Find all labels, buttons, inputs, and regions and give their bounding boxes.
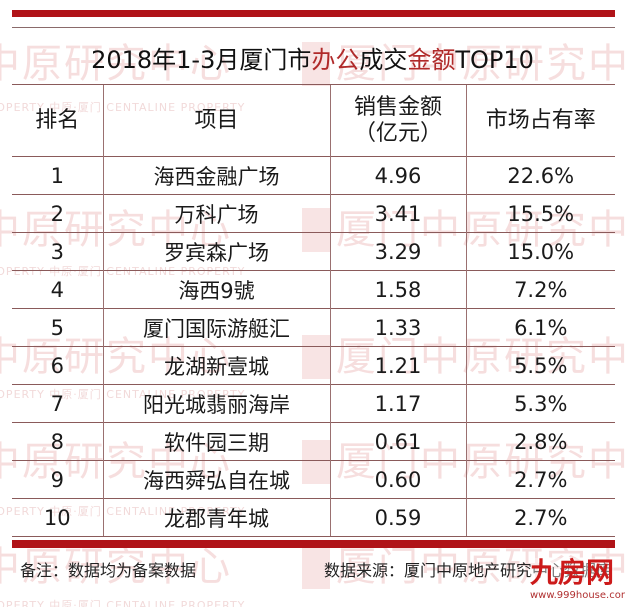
cell-project: 海西金融广场 bbox=[102, 156, 330, 195]
cell-share: 15.0% bbox=[465, 232, 615, 271]
table-row: 6 龙湖新壹城 1.21 5.5% bbox=[12, 346, 615, 385]
title-text: TOP10 bbox=[455, 46, 534, 74]
cell-sales: 0.60 bbox=[329, 460, 466, 499]
cell-sales: 0.61 bbox=[329, 422, 466, 461]
cell-project: 罗宾森广场 bbox=[102, 232, 330, 271]
cell-share: 22.6% bbox=[465, 156, 615, 195]
cell-share: 6.1% bbox=[465, 308, 615, 347]
title-highlight: 办公 bbox=[311, 46, 360, 74]
chart-title: 2018年1-3月厦门市办公成交金额TOP10 bbox=[0, 40, 625, 75]
cell-share: 2.7% bbox=[465, 460, 615, 499]
cell-rank: 2 bbox=[12, 194, 103, 233]
table-row: 8 软件园三期 0.61 2.8% bbox=[12, 422, 615, 461]
cell-share: 2.8% bbox=[465, 422, 615, 461]
table-row: 7 阳光城翡丽海岸 1.17 5.3% bbox=[12, 384, 615, 423]
cell-project: 龙郡青年城 bbox=[102, 498, 330, 537]
cell-rank: 5 bbox=[12, 308, 103, 347]
table-row: 5 厦门国际游艇汇 1.33 6.1% bbox=[12, 308, 615, 347]
table-row: 4 海西9號 1.58 7.2% bbox=[12, 270, 615, 309]
cell-project: 海西9號 bbox=[102, 270, 330, 309]
cell-share: 2.7% bbox=[465, 498, 615, 537]
logo-url: www.999house.com bbox=[530, 590, 625, 601]
cell-project: 软件园三期 bbox=[102, 422, 330, 461]
table-row: 10 龙郡青年城 0.59 2.7% bbox=[12, 498, 615, 537]
cell-sales: 3.29 bbox=[329, 232, 466, 271]
cell-project: 万科广场 bbox=[102, 194, 330, 233]
cell-project: 龙湖新壹城 bbox=[102, 346, 330, 385]
header-sales-label: 销售金额 bbox=[353, 94, 442, 120]
cell-rank: 7 bbox=[12, 384, 103, 423]
table-row: 2 万科广场 3.41 15.5% bbox=[12, 194, 615, 233]
table-header-row: 排名 项目 销售金额 （亿元） 市场占有率 bbox=[12, 84, 615, 157]
cell-share: 5.5% bbox=[465, 346, 615, 385]
table-row: 3 罗宾森广场 3.29 15.0% bbox=[12, 232, 615, 271]
cell-rank: 4 bbox=[12, 270, 103, 309]
cell-rank: 10 bbox=[12, 498, 103, 537]
cell-share: 7.2% bbox=[465, 270, 615, 309]
cell-sales: 1.21 bbox=[329, 346, 466, 385]
logo-text: 九房网 bbox=[530, 556, 615, 589]
top-accent-bar bbox=[12, 10, 615, 17]
cell-project: 阳光城翡丽海岸 bbox=[102, 384, 330, 423]
bottom-accent-bar bbox=[12, 540, 615, 548]
header-share: 市场占有率 bbox=[465, 84, 615, 157]
table-row: 1 海西金融广场 4.96 22.6% bbox=[12, 156, 615, 195]
cell-project: 海西舜弘自在城 bbox=[102, 460, 330, 499]
cell-rank: 1 bbox=[12, 156, 103, 195]
cell-share: 5.3% bbox=[465, 384, 615, 423]
header-rank: 排名 bbox=[12, 84, 103, 157]
cell-rank: 9 bbox=[12, 460, 103, 499]
cell-rank: 8 bbox=[12, 422, 103, 461]
table-row: 9 海西舜弘自在城 0.60 2.7% bbox=[12, 460, 615, 499]
cell-rank: 6 bbox=[12, 346, 103, 385]
header-project: 项目 bbox=[102, 84, 330, 157]
title-highlight: 金额 bbox=[407, 46, 456, 74]
header-sales: 销售金额 （亿元） bbox=[329, 84, 466, 157]
site-logo: 九房网 www.999house.com bbox=[530, 558, 625, 606]
title-text: 成交 bbox=[359, 46, 408, 74]
header-sales-unit: （亿元） bbox=[353, 120, 442, 146]
cell-sales: 1.58 bbox=[329, 270, 466, 309]
cell-sales: 3.41 bbox=[329, 194, 466, 233]
title-text: 2018年1-3月厦门市 bbox=[91, 46, 312, 74]
footer-note: 备注：数据均为备案数据 bbox=[20, 561, 197, 580]
cell-rank: 3 bbox=[12, 232, 103, 271]
cell-project: 厦门国际游艇汇 bbox=[102, 308, 330, 347]
cell-sales: 0.59 bbox=[329, 498, 466, 537]
cell-sales: 4.96 bbox=[329, 156, 466, 195]
ranking-table: 排名 项目 销售金额 （亿元） 市场占有率 1 海西金融广场 4.96 22.6… bbox=[12, 84, 615, 537]
cell-share: 15.5% bbox=[465, 194, 615, 233]
cell-sales: 1.33 bbox=[329, 308, 466, 347]
cell-sales: 1.17 bbox=[329, 384, 466, 423]
top-divider bbox=[12, 27, 615, 28]
footer-source: 数据来源：厦门中原地产研究中心数据库 bbox=[324, 561, 613, 580]
